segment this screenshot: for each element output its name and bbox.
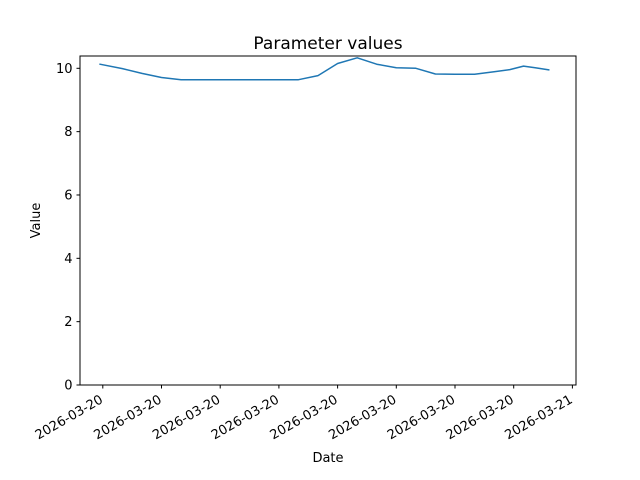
y-axis-label: Value	[29, 203, 44, 239]
y-tick-label: 4	[64, 252, 72, 267]
x-axis-label: Date	[312, 451, 343, 466]
y-tick-label: 6	[64, 188, 72, 203]
y-tick-label: 2	[64, 315, 72, 330]
y-tick-label: 0	[64, 379, 72, 394]
chart-title: Parameter values	[253, 34, 402, 54]
y-tick-label: 8	[64, 125, 72, 140]
data-line	[99, 57, 550, 81]
plot-frame	[79, 55, 577, 386]
y-tick-label: 10	[56, 62, 73, 77]
